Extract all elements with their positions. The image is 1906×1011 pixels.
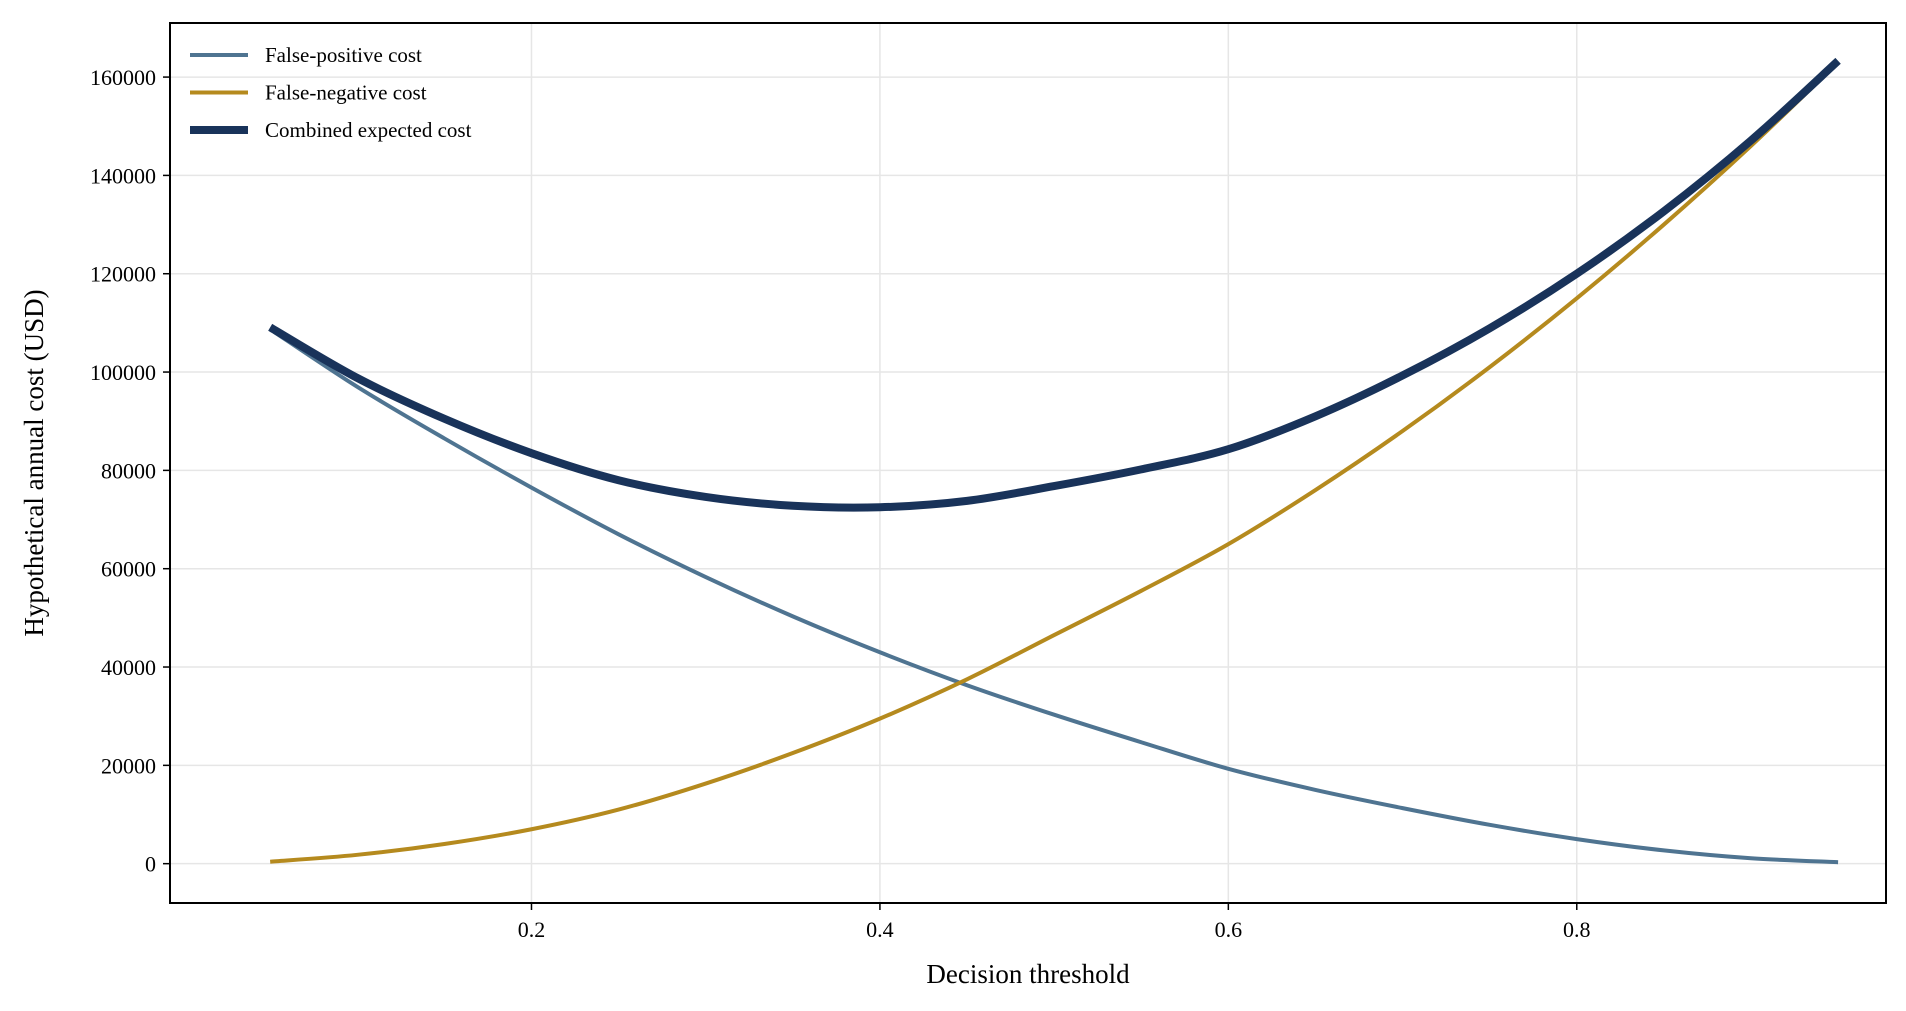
legend-label: False-positive cost (265, 43, 422, 67)
grid-lines (170, 23, 1886, 903)
y-tick-label: 0 (145, 852, 156, 877)
y-axis-label: Hypothetical annual cost (USD) (19, 289, 49, 636)
series-line-combined-expected-cost (268, 57, 1841, 512)
y-tick-label: 20000 (101, 753, 156, 778)
y-tick-label: 140000 (90, 163, 156, 188)
x-axis-label: Decision threshold (926, 959, 1130, 989)
x-tick-label: 0.6 (1215, 917, 1243, 942)
legend: False-positive cost False-negative cost Co… (190, 43, 472, 142)
y-tick-label: 80000 (101, 458, 156, 483)
x-tick-label: 0.4 (866, 917, 894, 942)
legend-label: Combined expected cost (265, 118, 472, 142)
y-tick-label: 40000 (101, 655, 156, 680)
series-line-false-positive-cost (269, 327, 1839, 865)
legend-label: False-negative cost (265, 81, 427, 105)
y-axis: 0 20000 40000 60000 80000 100000 120000 140000 1… (90, 65, 170, 877)
y-tick-label: 120000 (90, 262, 156, 287)
plot-frame (169, 22, 1887, 904)
x-axis: 0.2 0.4 0.6 0.8 (518, 903, 1591, 942)
y-tick-label: 100000 (90, 360, 156, 385)
y-tick-label: 160000 (90, 65, 156, 90)
series-lines (268, 57, 1841, 865)
x-tick-label: 0.2 (518, 917, 546, 942)
y-tick-label: 60000 (101, 557, 156, 582)
series-line-false-negative-cost (270, 60, 1840, 864)
x-tick-label: 0.8 (1563, 917, 1591, 942)
